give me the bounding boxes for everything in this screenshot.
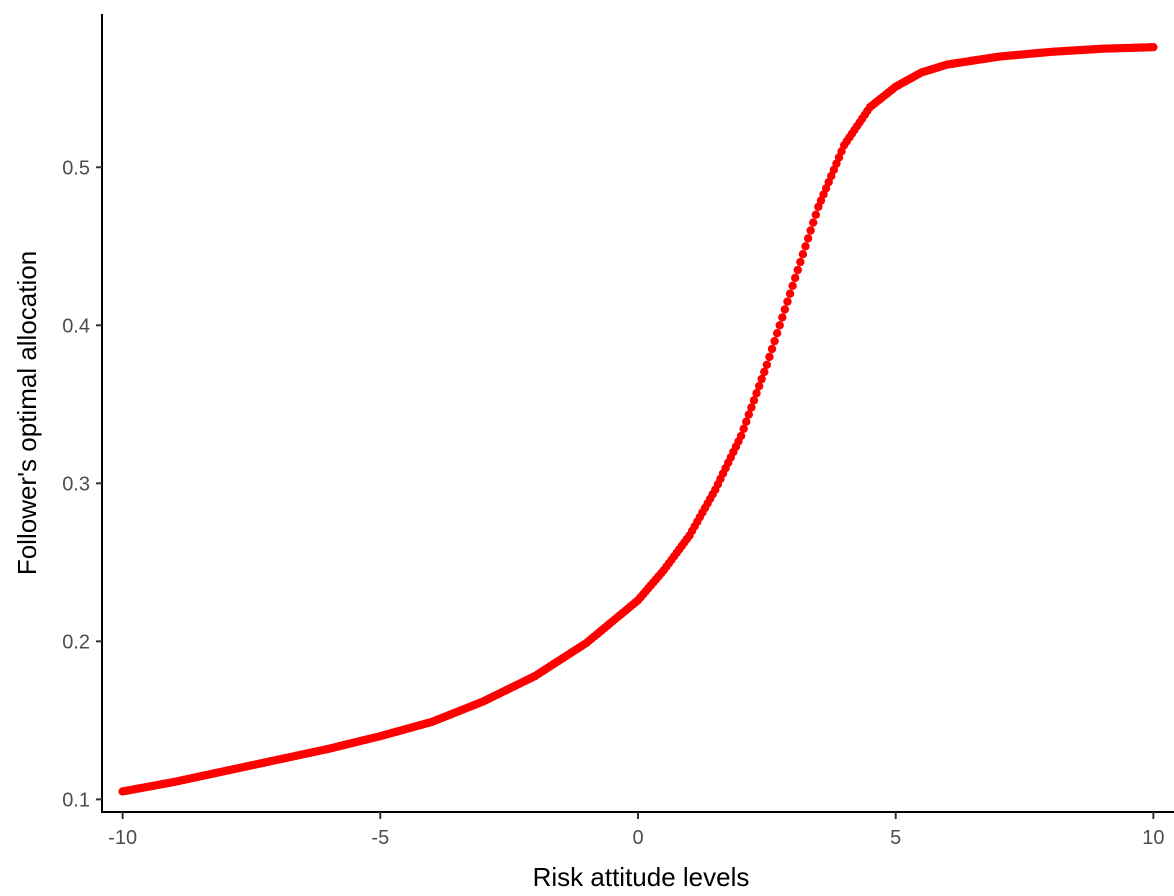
x-axis-ticks: -10 -5 0 5 10 — [108, 812, 1165, 849]
data-point — [778, 313, 787, 322]
y-tick-label: 0.1 — [62, 789, 90, 811]
data-point — [1149, 42, 1158, 52]
data-point — [793, 265, 802, 275]
y-tick-label: 0.3 — [62, 473, 90, 495]
data-point — [772, 329, 782, 338]
x-tick-label: 5 — [890, 827, 901, 849]
data-point — [739, 424, 748, 433]
y-tick-label: 0.5 — [62, 157, 90, 179]
x-tick-label: -5 — [371, 827, 389, 849]
data-point — [754, 381, 764, 391]
y-tick-label: 0.4 — [62, 315, 90, 337]
y-axis-title: Follower's optimal allocation — [12, 251, 42, 575]
x-tick-label: -10 — [108, 827, 137, 849]
data-point — [762, 360, 772, 369]
x-axis-title: Risk attitude levels — [533, 862, 750, 892]
data-point — [798, 249, 808, 259]
data-point — [785, 289, 795, 298]
data-point — [790, 273, 800, 283]
x-tick-label: 10 — [1142, 827, 1164, 849]
data-point — [757, 374, 766, 384]
data-point — [744, 410, 754, 419]
data-point — [788, 281, 797, 290]
data-point — [760, 367, 769, 377]
y-axis-ticks: 0.1 0.2 0.3 0.4 0.5 — [62, 157, 102, 811]
data-point — [767, 344, 777, 354]
y-tick-label: 0.2 — [62, 631, 90, 653]
data-point — [752, 389, 761, 398]
data-point — [770, 336, 779, 346]
data-point — [749, 396, 759, 405]
data-point — [809, 218, 818, 227]
data-point — [803, 234, 813, 243]
data-point — [742, 417, 751, 426]
data-point — [783, 297, 792, 306]
data-point — [736, 431, 746, 441]
data-point — [801, 242, 810, 251]
data-point — [765, 352, 774, 362]
data-point — [806, 226, 815, 235]
data-point — [796, 257, 805, 267]
data-points — [118, 42, 1158, 796]
data-point — [811, 210, 821, 219]
data-point — [780, 305, 790, 314]
data-point — [747, 403, 756, 412]
x-tick-label: 0 — [632, 827, 643, 849]
data-point — [775, 321, 784, 330]
